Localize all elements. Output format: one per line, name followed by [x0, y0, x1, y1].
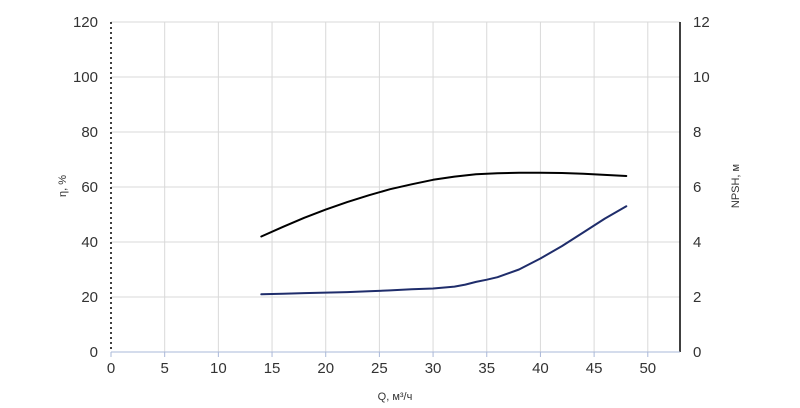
- x-tick-label: 0: [107, 360, 115, 377]
- y2-tick-label: 6: [693, 179, 701, 196]
- y2-tick-label: 8: [693, 124, 701, 141]
- y2-tick-label: 2: [693, 289, 701, 306]
- y-tick-label: 100: [73, 69, 98, 86]
- y-tick-labels: 0 20 40 60 80 100 120: [73, 14, 98, 361]
- y-tick-label: 80: [81, 124, 98, 141]
- series-line-1: [260, 171, 628, 238]
- axes: [110, 22, 681, 357]
- y-tick-label: 60: [81, 179, 98, 196]
- x-tick-label: 40: [532, 360, 549, 377]
- x-tick-label: 50: [639, 360, 656, 377]
- y2-tick-label: 12: [693, 14, 710, 31]
- series-line-2: [260, 205, 628, 296]
- x-tick-label: 15: [264, 360, 281, 377]
- y-tick-label: 40: [81, 234, 98, 251]
- x-tick-label: 35: [478, 360, 495, 377]
- x-tick-label: 30: [425, 360, 442, 377]
- x-axis-title: Q, м³/ч: [378, 391, 413, 403]
- y-tick-label: 0: [90, 344, 98, 361]
- x-tick-label: 45: [586, 360, 603, 377]
- y-axis-title: η, %: [57, 175, 69, 197]
- x-tick-label: 5: [161, 360, 169, 377]
- x-tick-labels: 0 5 10 15 20 25 30 35 40 45 50: [107, 360, 656, 377]
- y-tick-label: 120: [73, 14, 98, 31]
- y2-tick-labels: 0 2 4 6 8 10 12: [693, 14, 710, 361]
- y2-tick-label: 0: [693, 344, 701, 361]
- x-tick-label: 10: [210, 360, 227, 377]
- x-tick-label: 20: [317, 360, 334, 377]
- y2-tick-label: 4: [693, 234, 701, 251]
- x-tick-label: 25: [371, 360, 388, 377]
- y2-tick-label: 10: [693, 69, 710, 86]
- y2-axis-title: NPSH, м: [730, 164, 742, 208]
- series-layer: [260, 171, 628, 296]
- y-tick-label: 20: [81, 289, 98, 306]
